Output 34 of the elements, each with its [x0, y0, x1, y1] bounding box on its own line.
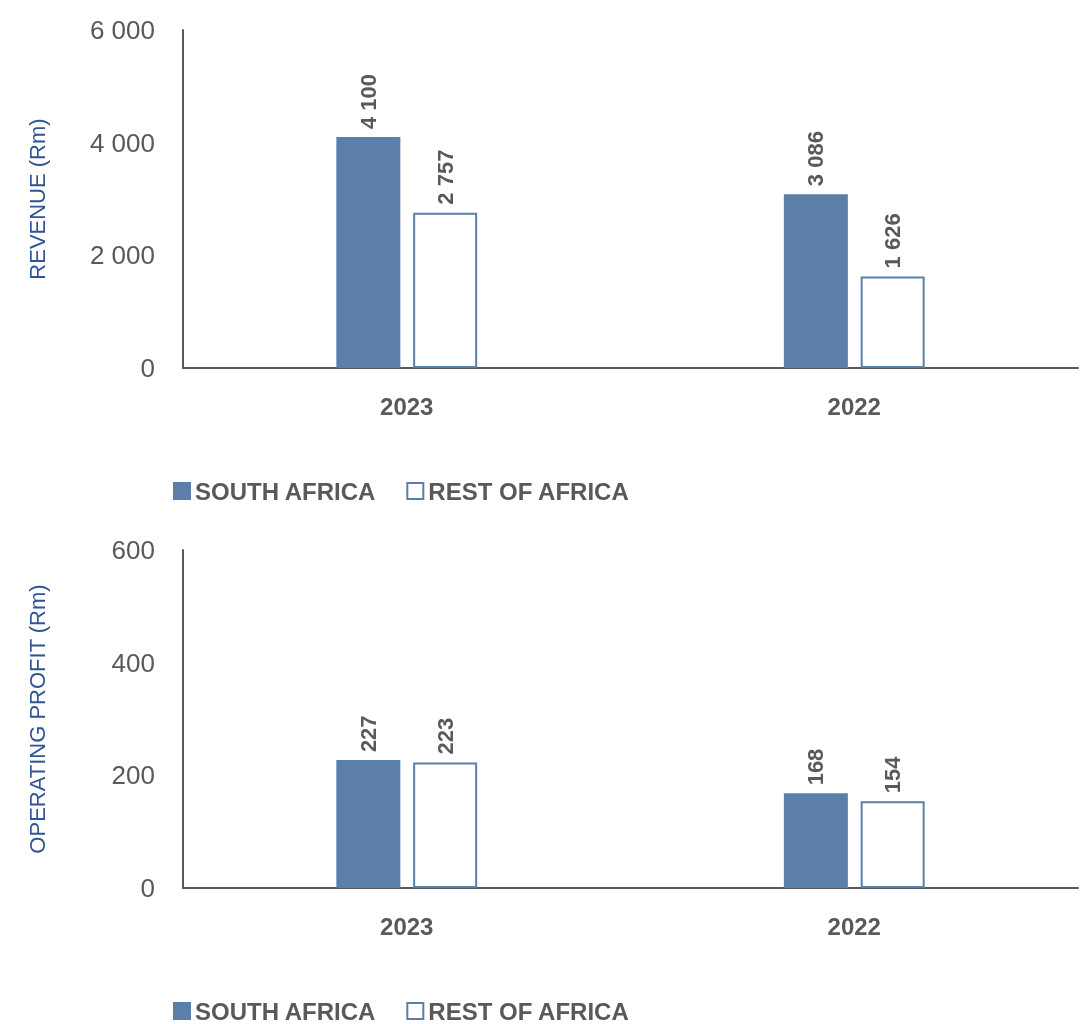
data-label: 2 757	[432, 149, 458, 205]
bar	[413, 762, 478, 888]
y-tick-label: 0	[140, 873, 155, 903]
y-tick-label: 6 000	[89, 15, 155, 45]
legend-label: SOUTH AFRICA	[195, 997, 376, 1024]
bar	[860, 801, 925, 888]
y-axis-title: REVENUE (Rm)	[24, 118, 50, 280]
bar	[413, 212, 478, 368]
bar	[860, 276, 925, 368]
y-tick-label: 4 000	[89, 127, 155, 158]
data-label: 168	[803, 748, 829, 786]
x-tick-label: 2022	[827, 912, 881, 940]
y-tick-label: 2 000	[89, 240, 155, 271]
x-tick-label: 2023	[380, 912, 434, 940]
y-tick-label: 600	[111, 535, 155, 565]
bar	[783, 194, 848, 368]
legend-label: REST OF AFRICA	[428, 477, 629, 505]
bar	[336, 137, 401, 368]
y-tick-label: 200	[111, 760, 155, 791]
legend-label: SOUTH AFRICA	[195, 477, 376, 505]
y-axis-title: OPERATING PROFIT (Rm)	[24, 584, 50, 854]
x-tick-label: 2022	[827, 392, 881, 420]
data-label: 227	[355, 715, 381, 753]
bar	[783, 793, 848, 888]
bar	[336, 760, 401, 888]
data-label: 154	[880, 755, 906, 794]
y-tick-label: 400	[111, 647, 155, 678]
legend-label: REST OF AFRICA	[428, 997, 629, 1024]
data-label: 3 086	[803, 131, 829, 187]
x-tick-label: 2023	[380, 392, 434, 420]
data-label: 1 626	[880, 213, 906, 269]
y-tick-label: 0	[140, 353, 155, 383]
data-label: 4 100	[355, 73, 381, 130]
data-label: 223	[432, 717, 458, 755]
